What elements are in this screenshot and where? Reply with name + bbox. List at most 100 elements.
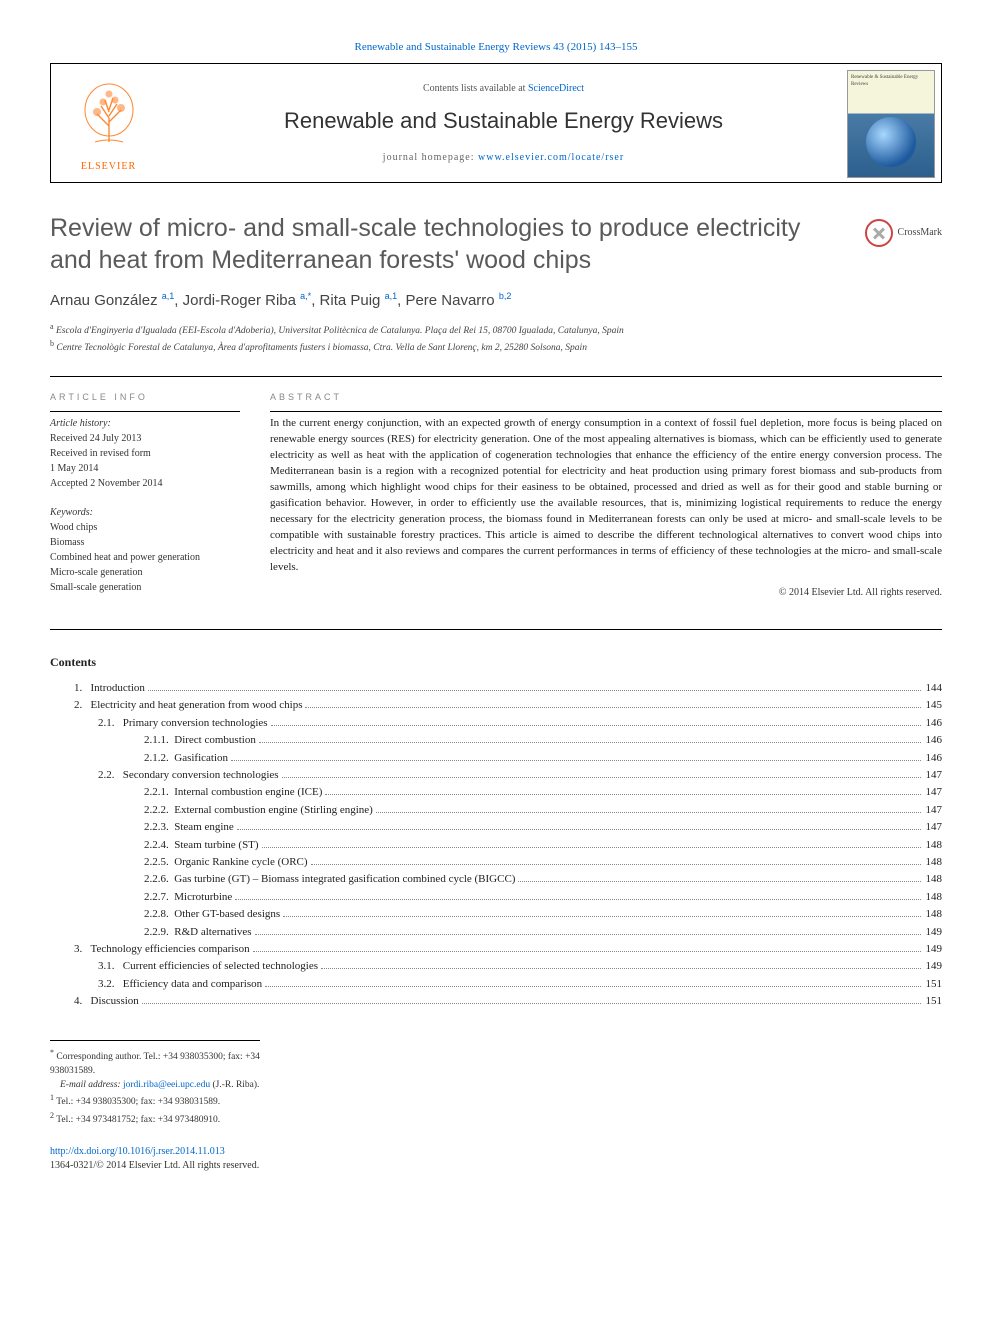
toc-row[interactable]: 2.2.7. Microturbine 148 — [50, 890, 942, 905]
toc-title: Other GT-based designs — [174, 907, 280, 922]
author-4-sup: b,2 — [499, 291, 512, 301]
publisher-logo-cell: ELSEVIER — [51, 64, 166, 182]
abstract-copyright: © 2014 Elsevier Ltd. All rights reserved… — [270, 586, 942, 600]
toc-page: 147 — [924, 768, 943, 783]
toc-row[interactable]: 2.2.6. Gas turbine (GT) – Biomass integr… — [50, 872, 942, 887]
toc-number: 2. — [50, 698, 91, 713]
toc-leader-dots — [262, 847, 921, 848]
toc-title: Internal combustion engine (ICE) — [174, 785, 322, 800]
toc-row[interactable]: 2.1.1. Direct combustion 146 — [50, 733, 942, 748]
toc-leader-dots — [376, 812, 921, 813]
toc-row[interactable]: 2.2.9. R&D alternatives 149 — [50, 925, 942, 940]
elsevier-tree-icon — [79, 82, 139, 152]
toc-title: Electricity and heat generation from woo… — [91, 698, 303, 713]
email-suffix: (J.-R. Riba). — [212, 1080, 259, 1090]
citation-link[interactable]: Renewable and Sustainable Energy Reviews… — [355, 41, 638, 53]
toc-leader-dots — [148, 690, 921, 691]
contents-available: Contents lists available at ScienceDirec… — [176, 82, 831, 96]
toc-row[interactable]: 2.2.5. Organic Rankine cycle (ORC) 148 — [50, 855, 942, 870]
homepage-link[interactable]: www.elsevier.com/locate/rser — [478, 152, 624, 163]
article-info-heading: ARTICLE INFO — [50, 391, 240, 404]
toc-leader-dots — [265, 986, 920, 987]
page-footer: http://dx.doi.org/10.1016/j.rser.2014.11… — [50, 1145, 942, 1173]
toc-leader-dots — [311, 864, 921, 865]
keyword: Combined heat and power generation — [50, 552, 200, 563]
toc-row[interactable]: 2.2.8. Other GT-based designs 148 — [50, 907, 942, 922]
toc-row[interactable]: 3.2. Efficiency data and comparison 151 — [50, 977, 942, 992]
contents-heading: Contents — [50, 654, 942, 671]
toc-row[interactable]: 2.2.4. Steam turbine (ST) 148 — [50, 838, 942, 853]
toc-row[interactable]: 2.2. Secondary conversion technologies 1… — [50, 768, 942, 783]
toc-page: 149 — [924, 925, 943, 940]
toc-row[interactable]: 2.2.3. Steam engine 147 — [50, 820, 942, 835]
keyword: Wood chips — [50, 522, 97, 533]
sciencedirect-link[interactable]: ScienceDirect — [528, 83, 584, 94]
toc-title: Secondary conversion technologies — [123, 768, 279, 783]
rule-after-abstract — [50, 629, 942, 630]
toc-row[interactable]: 2.1. Primary conversion technologies 146 — [50, 716, 942, 731]
toc-title: Gas turbine (GT) – Biomass integrated ga… — [174, 872, 515, 887]
toc-leader-dots — [142, 1003, 921, 1004]
toc-row[interactable]: 4. Discussion 151 — [50, 994, 942, 1009]
toc-leader-dots — [235, 899, 920, 900]
toc-leader-dots — [282, 777, 921, 778]
toc-page: 148 — [924, 872, 943, 887]
abstract-column: ABSTRACT In the current energy conjuncti… — [270, 381, 942, 610]
toc-leader-dots — [518, 881, 920, 882]
footnote-2: Tel.: +34 973481752; fax: +34 973480910. — [56, 1115, 220, 1125]
toc-leader-dots — [253, 951, 921, 952]
toc-number: 2.1.1. — [50, 733, 174, 748]
toc-page: 145 — [924, 698, 943, 713]
article-title: Review of micro- and small-scale technol… — [50, 213, 845, 276]
cover-globe-icon — [866, 117, 916, 167]
toc-number: 3. — [50, 942, 91, 957]
toc-title: Microturbine — [174, 890, 232, 905]
abstract-heading: ABSTRACT — [270, 391, 942, 404]
email-label: E-mail address: — [60, 1080, 123, 1090]
toc-row[interactable]: 2.2.2. External combustion engine (Stirl… — [50, 803, 942, 818]
toc-number: 2.2. — [50, 768, 123, 783]
toc-title: Introduction — [91, 681, 145, 696]
footnotes: * Corresponding author. Tel.: +34 938035… — [50, 1040, 260, 1128]
toc-leader-dots — [283, 916, 920, 917]
toc-title: Organic Rankine cycle (ORC) — [174, 855, 307, 870]
toc-row[interactable]: 2.1.2. Gasification 146 — [50, 751, 942, 766]
journal-homepage: journal homepage: www.elsevier.com/locat… — [176, 151, 831, 165]
running-header: Renewable and Sustainable Energy Reviews… — [50, 40, 942, 55]
revised-date: 1 May 2014 — [50, 463, 98, 474]
rule-top — [50, 376, 942, 377]
toc-page: 148 — [924, 838, 943, 853]
toc-page: 144 — [924, 681, 943, 696]
toc-title: Efficiency data and comparison — [123, 977, 262, 992]
toc-row[interactable]: 2.2.1. Internal combustion engine (ICE) … — [50, 785, 942, 800]
keyword: Micro-scale generation — [50, 567, 142, 578]
toc-row[interactable]: 1. Introduction 144 — [50, 681, 942, 696]
affiliations: a Escola d'Enginyeria d'Igualada (EEI-Es… — [50, 321, 942, 356]
cover-cell: Renewable & Sustainable Energy Reviews — [841, 64, 941, 182]
toc-row[interactable]: 2. Electricity and heat generation from … — [50, 698, 942, 713]
crossmark-badge[interactable]: CrossMark — [865, 219, 942, 247]
toc-leader-dots — [237, 829, 921, 830]
keywords-block: Keywords: Wood chips Biomass Combined he… — [50, 505, 240, 595]
toc-number: 2.2.8. — [50, 907, 174, 922]
doi-link[interactable]: http://dx.doi.org/10.1016/j.rser.2014.11… — [50, 1146, 225, 1157]
history-label: Article history: — [50, 418, 111, 429]
author-1: Arnau González — [50, 292, 158, 309]
publisher-name: ELSEVIER — [79, 160, 139, 174]
email-link[interactable]: jordi.riba@eei.upc.edu — [123, 1080, 210, 1090]
toc-number: 2.2.6. — [50, 872, 174, 887]
toc-leader-dots — [255, 934, 921, 935]
revised-label: Received in revised form — [50, 448, 151, 459]
author-4: Pere Navarro — [405, 292, 494, 309]
author-2: Jordi-Roger Riba — [183, 292, 296, 309]
elsevier-logo: ELSEVIER — [79, 82, 139, 175]
rule-info — [50, 411, 240, 412]
toc-row[interactable]: 3.1. Current efficiencies of selected te… — [50, 959, 942, 974]
toc-title: R&D alternatives — [174, 925, 251, 940]
journal-cover-thumb: Renewable & Sustainable Energy Reviews — [847, 70, 935, 178]
toc-row[interactable]: 3. Technology efficiencies comparison 14… — [50, 942, 942, 957]
toc-page: 146 — [924, 716, 943, 731]
toc-leader-dots — [321, 968, 920, 969]
toc-page: 148 — [924, 855, 943, 870]
toc-page: 149 — [924, 959, 943, 974]
